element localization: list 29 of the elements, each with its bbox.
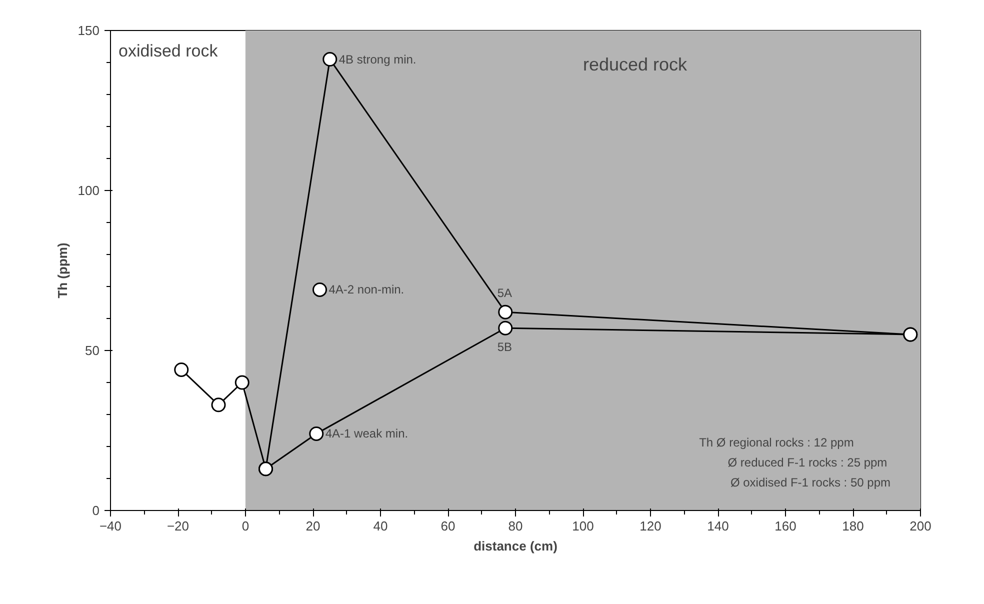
y-tick-label: 100 [78,183,100,198]
y-tick-label: 50 [85,343,100,358]
x-tick-label: 200 [910,518,932,534]
x-tick-label: 40 [373,518,388,534]
x-tick-label: 20 [306,518,320,534]
x-tick-label: 60 [440,518,456,534]
x-tick-label: 0 [242,518,250,534]
annotation: Th Ø regional rocks : 12 ppm [699,436,854,450]
annotation: 4A-2 non-min. [328,282,404,297]
y-tick-label: 0 [92,503,100,518]
y-axis-title: Th (ppm) [54,242,70,298]
x-axis-title: distance (cm) [474,538,558,554]
x-tick-label: 100 [572,518,594,534]
annotation: 4B strong min. [338,52,416,66]
annotation: 5A [497,286,512,300]
annotation: Ø reduced F-1 rocks : 25 ppm [728,456,888,470]
x-tick-label: 120 [640,518,662,534]
x-tick-label: 180 [842,518,864,534]
band-label: reduced rock [583,54,688,74]
annotation: 4A-1 weak min. [325,426,408,441]
x-tick-label: 80 [508,518,523,534]
x-tick-label: 140 [707,518,729,534]
x-tick-label: −20 [166,518,190,534]
annotation: oxidised rock [118,42,218,60]
x-tick-label: 160 [774,518,796,534]
y-tick-label: 150 [78,23,100,38]
annotation: Ø oxidised F-1 rocks : 50 ppm [730,476,890,490]
x-tick-label: −40 [99,518,122,534]
annotation: 5B [497,340,512,354]
